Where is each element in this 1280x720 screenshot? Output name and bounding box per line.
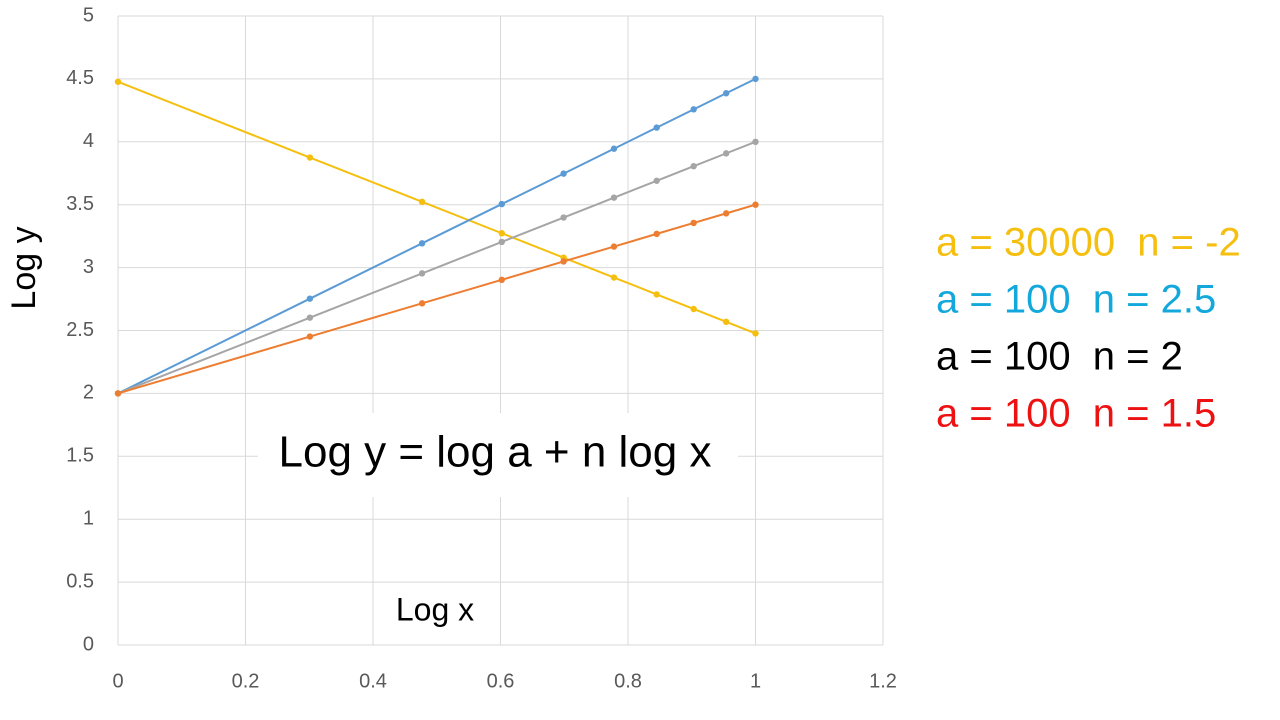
marker [722,210,730,217]
marker [653,291,660,298]
marker [653,124,660,131]
marker [306,314,314,321]
marker [306,295,314,302]
y-tick-label: 1 [83,507,94,529]
y-tick-label: 2.5 [66,319,94,341]
x-label-box [380,588,490,636]
annotation-box [258,413,738,497]
y-tick-label: 4.5 [66,67,94,89]
x-tick-label: 0 [112,670,123,692]
marker [418,240,426,247]
y-tick-label: 5 [83,4,94,26]
series-line [117,140,756,395]
legend-label: a = 100 n = 1.5 [936,392,1216,436]
marker [306,154,314,161]
x-axis-title: Log x [396,591,474,627]
marker [560,170,567,177]
marker [610,194,618,201]
marker [690,106,697,113]
y-tick-label: 3.5 [66,193,94,215]
marker [653,230,660,238]
marker [722,90,730,97]
marker [722,318,730,326]
marker [610,145,618,152]
marker [418,270,426,277]
legend-label: a = 100 n = 2 [936,335,1183,379]
marker [114,390,122,397]
marker [690,163,697,170]
series-line [117,78,756,395]
marker [498,230,505,237]
x-tick-label: 0.4 [359,670,387,692]
marker [498,238,505,246]
marker [610,243,618,250]
marker [114,78,122,85]
marker [498,276,505,284]
y-tick-label: 3 [83,256,94,278]
y-tick-label: 1.5 [66,445,94,467]
marker [690,305,697,313]
legend-label: a = 100 n = 2.5 [936,278,1216,322]
marker [418,300,426,307]
y-tick-label: 0.5 [66,570,94,592]
x-tick-label: 0.8 [614,670,642,692]
marker [610,274,618,281]
marker [306,333,314,340]
plot [114,75,759,397]
marker [498,200,505,208]
marker [653,177,660,184]
marker [560,214,567,221]
marker [560,258,567,265]
series-line [117,203,756,395]
legend-label: a = 30000 n = -2 [936,221,1241,265]
grid [117,15,884,646]
marker [690,219,697,227]
y-tick-label: 2 [83,382,94,404]
marker [752,330,759,337]
series-line [117,80,756,335]
x-tick-label: 0.2 [232,670,260,692]
x-tick-label: 0.6 [487,670,515,692]
x-tick-label: 1 [750,670,761,692]
marker [418,198,426,206]
y-tick-label: 4 [83,130,94,152]
marker [752,75,759,83]
y-axis-title: Log y [5,226,43,309]
x-tick-label: 1.2 [869,670,897,692]
marker [752,201,759,208]
annotation: Log y = log a + n log x [279,428,712,477]
y-tick-label: 0 [83,633,94,655]
marker [752,138,759,145]
marker [722,150,730,157]
